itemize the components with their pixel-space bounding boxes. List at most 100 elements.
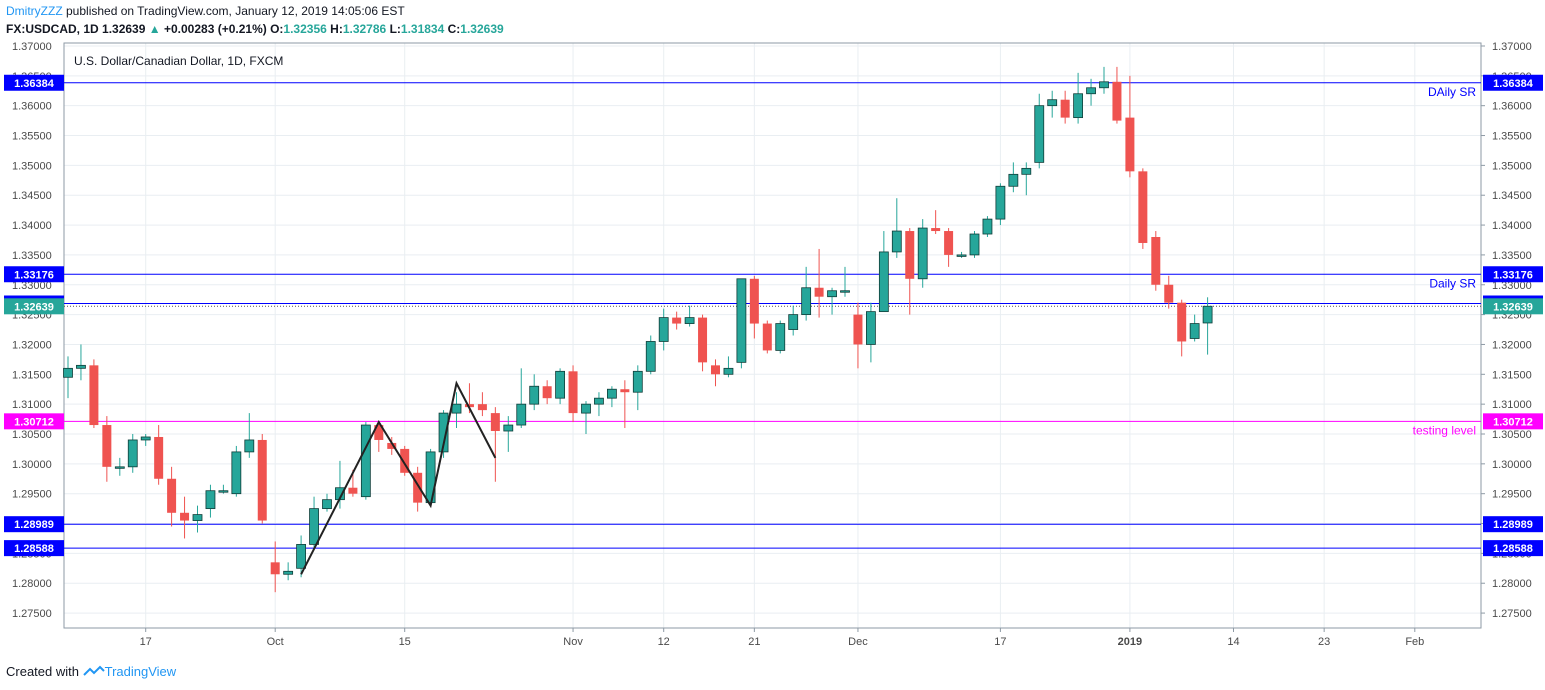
- candle-body: [1125, 117, 1135, 172]
- candle-body: [1177, 302, 1187, 342]
- candle-body: [76, 364, 86, 369]
- y-tick-label-left: 1.34500: [12, 190, 52, 202]
- high-label: H:: [330, 22, 343, 36]
- candle-body: [413, 472, 423, 503]
- y-tick-label-left: 1.34000: [12, 220, 52, 232]
- candle-body: [180, 512, 190, 521]
- author-link[interactable]: DmitryZZZ: [6, 4, 63, 18]
- candle-body: [1112, 81, 1122, 121]
- candle-body: [322, 499, 332, 510]
- level-tag-left: [4, 266, 64, 283]
- candle-body: [464, 404, 474, 408]
- candle-body: [1021, 167, 1032, 175]
- x-tick-label: 15: [399, 636, 411, 648]
- y-tick-label-left: 1.33500: [12, 250, 52, 262]
- candle-body: [89, 365, 99, 426]
- price-tags: 1.363841.363841.331761.331761.326861.326…: [4, 74, 1543, 557]
- y-tick-label-left: 1.36000: [12, 101, 52, 113]
- created-with-text: Created with: [6, 664, 79, 679]
- y-tick-label-left: 1.35500: [12, 131, 52, 143]
- candle-body: [581, 403, 591, 414]
- candle-body: [529, 385, 540, 405]
- low-label: L:: [389, 22, 401, 36]
- level-tag-right: [1483, 266, 1543, 283]
- candle-body: [140, 436, 151, 441]
- x-tick-label: Oct: [267, 636, 284, 648]
- candle-body: [400, 448, 410, 473]
- x-tick-label: 2019: [1118, 636, 1142, 648]
- candle-body: [192, 514, 203, 521]
- candle-body: [698, 317, 708, 363]
- tradingview-brand-link[interactable]: TradingView: [104, 664, 177, 679]
- y-tick-label: 1.31500: [1492, 369, 1532, 381]
- candle-body: [672, 317, 682, 324]
- level-tag-left: [4, 540, 64, 557]
- y-tick-label-left: 1.27500: [12, 608, 52, 620]
- candle-body: [542, 386, 552, 399]
- candle-body: [1073, 93, 1083, 119]
- candle-body: [102, 425, 112, 467]
- candle-body: [387, 442, 397, 449]
- x-tick-label: Feb: [1405, 636, 1424, 648]
- y-tick-label: 1.35000: [1492, 160, 1532, 172]
- candle-body: [866, 311, 876, 345]
- y-tick-label-left: 1.28000: [12, 578, 52, 590]
- candle-body: [490, 413, 500, 432]
- candle-body: [956, 254, 967, 257]
- y-tick-label: 1.34500: [1492, 190, 1532, 202]
- candle-body: [205, 490, 216, 510]
- current-price-tag: [4, 298, 64, 315]
- y-tick-label: 1.30500: [1492, 429, 1532, 441]
- level-tag-text: 1.28588: [1493, 543, 1533, 555]
- zigzag-drawing: [300, 380, 497, 575]
- candle-body: [632, 370, 643, 393]
- level-tag-left: [4, 516, 64, 533]
- candle-body: [127, 439, 138, 468]
- level-tag-right: [1483, 540, 1543, 557]
- symbol-label: FX:USDCAD, 1D: [6, 22, 99, 36]
- candle-body: [853, 314, 863, 345]
- x-tick-label: Dec: [848, 636, 868, 648]
- zigzag-line: [300, 380, 497, 575]
- x-tick-label: 14: [1227, 636, 1239, 648]
- y-tick-label-left: 1.30000: [12, 459, 52, 471]
- candle-body: [63, 367, 73, 378]
- candle-body: [736, 278, 747, 363]
- candle-body: [503, 424, 514, 432]
- current-price-tag-text: 1.32639: [1493, 301, 1533, 313]
- price-change: +0.00283 (+0.21%): [163, 22, 267, 36]
- candles: [63, 66, 1213, 593]
- level-annotation: Daily SR: [1429, 276, 1476, 290]
- candle-body: [167, 478, 177, 513]
- candle-body: [114, 466, 125, 469]
- x-tick-label: Nov: [563, 636, 583, 648]
- y-tick-label: 1.37000: [1492, 41, 1532, 53]
- candle-body: [723, 367, 734, 375]
- candle-body: [283, 570, 294, 575]
- candle-body: [218, 490, 229, 493]
- low-value: 1.31834: [400, 22, 445, 36]
- y-tick-label: 1.33500: [1492, 250, 1532, 262]
- y-tick-label: 1.31000: [1492, 399, 1532, 411]
- last-price: 1.32639: [102, 22, 146, 36]
- time-axis[interactable]: 17Oct15Nov1221Dec1720191423Feb18: [140, 628, 1545, 648]
- candle-body: [762, 323, 772, 351]
- level-tag-right: [1483, 74, 1543, 91]
- y-tick-label-left: 1.31500: [12, 369, 52, 381]
- candle-body: [1099, 81, 1109, 89]
- candle-body: [594, 397, 604, 405]
- y-tick-label-left: 1.32000: [12, 339, 52, 351]
- level-tag-left: [4, 74, 64, 91]
- y-tick-label: 1.34000: [1492, 220, 1532, 232]
- candle-body: [931, 228, 941, 232]
- candle-body: [360, 424, 371, 498]
- candle-body: [231, 451, 242, 495]
- x-tick-label: 17: [994, 636, 1006, 648]
- price-axis[interactable]: 1.275001.275001.280001.280001.285001.285…: [12, 41, 1532, 620]
- candle-body: [801, 287, 812, 316]
- y-tick-label: 1.36000: [1492, 101, 1532, 113]
- candle-body: [1189, 323, 1200, 339]
- candle-body: [905, 231, 915, 279]
- candle-body: [374, 425, 384, 440]
